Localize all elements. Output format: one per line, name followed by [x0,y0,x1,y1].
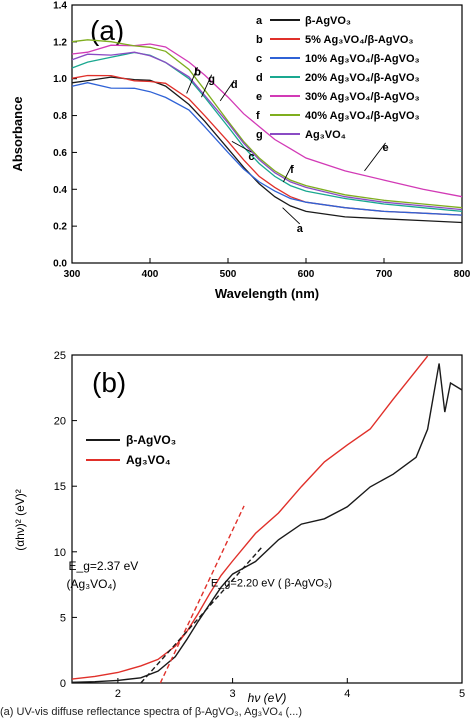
legend-letter-b: b [256,34,263,46]
annotation-arrow-e [364,142,386,172]
y-tick-label-b: 10 [54,547,66,559]
x-tick-label-b: 4 [344,688,350,700]
x-tick-label-a: 300 [64,269,81,280]
x-axis-label-b: hν (eV) [248,691,287,705]
annotation-label-d: d [231,79,238,91]
x-tick-label-b: 5 [459,688,465,700]
x-tick-label-b: 3 [230,688,236,700]
legend-letter-e: e [256,91,262,103]
annotation-label-a: a [297,223,304,235]
figure: (a) 300 400 500 600 700 8000.00.20.40.60.81.0… [10,1,471,706]
legend-letter-g: g [256,129,263,141]
x-tick-label-a: 600 [298,269,315,280]
legend-label-f: 40% Ag₃VO₄/β-AgVO₃ [305,110,420,122]
annotation-arrow-d [219,79,235,102]
y-tick-label-b: 0 [60,678,66,690]
x-tick-label-a: 800 [454,269,471,280]
x-tick-label-a: 400 [142,269,159,280]
legend-label-g: Ag₃VO₄ [305,129,346,141]
b-fits [140,505,262,684]
annotation-label-f: f [290,164,294,176]
legend-label-b: 5% Ag₃VO₄/β-AgVO₃ [305,34,414,46]
x-axis-label-a: Wavelength (nm) [215,286,319,301]
annotation-label-g: g [208,74,215,86]
legend-label-a: β-AgVO₃ [305,15,351,27]
x-tick-label-a: 700 [376,269,393,280]
b-annotations: E_g=2.37 eV (Ag₃VO₄) E_g=2.20 eV ( β-AgVO₃… [67,559,332,591]
legend-letter-f: f [256,110,260,122]
annotation-arrow-b [186,67,198,94]
b-ticks: 2 3 4 5 0 5 10 15 20 25 [54,350,465,700]
series-line-a [71,76,463,224]
b-lines [71,355,463,683]
legend-letter-d: d [256,72,263,84]
legend-label-e: 30% Ag₃VO₄/β-AgVO₃ [305,91,420,103]
series-line-c [71,82,463,216]
annotation-ag3vo4: (Ag₃VO₄) [67,577,117,591]
series-line-beta-agvo3 [71,363,463,683]
y-tick-label-a: 0.2 [53,222,67,233]
legend-label-b-1: Ag₃VO₄ [126,453,171,467]
series-line-g [71,51,463,211]
annotation-label-e: e [382,142,388,154]
y-axis-label-b: (αhν)² (eV)² [13,489,27,551]
legend-label-c: 10% Ag₃VO₄/β-AgVO₃ [305,53,420,65]
y-tick-label-b: 5 [60,612,66,624]
annotation-label-c: c [248,151,254,163]
x-tick-label-b: 2 [115,688,121,700]
legend-letter-a: a [256,15,263,27]
b-legend: β-AgVO₃ Ag₃VO₄ [86,433,176,467]
a-legend: a β-AgVO₃ b 5% Ag₃VO₄/β-AgVO₃ c 10% Ag₃VO₄/β-… [256,15,420,141]
y-tick-label-a: 0.4 [53,185,67,196]
annotation-arrow-f [282,164,293,183]
y-tick-label-a: 0.6 [53,148,67,159]
y-tick-label-a: 1.0 [53,74,67,85]
fit-line-1 [140,547,262,684]
y-tick-label-a: 1.4 [53,1,67,12]
y-tick-label-b: 25 [54,350,66,362]
a-lines [71,39,463,224]
annotation-arrow-c [231,140,252,153]
fit-line-0 [159,505,245,684]
annotation-arrow-a [282,207,301,225]
y-axis-label-a: Absorbance [10,96,25,171]
annotation-arrow-g [201,74,213,98]
y-tick-label-b: 20 [54,416,66,428]
annotation-eg-ag3vo4: E_g=2.37 eV [69,559,139,573]
legend-label-d: 20% Ag₃VO₄/β-AgVO₃ [305,72,420,84]
figure-caption: (a) UV-vis diffuse reflectance spectra o… [0,706,303,718]
y-tick-label-b: 15 [54,481,66,493]
annotation-label-b: b [194,66,201,78]
y-tick-label-a: 0.0 [53,259,67,270]
panel-a: (a) 300 400 500 600 700 8000.00.20.40.60.81.0… [10,1,471,302]
y-tick-label-a: 0.8 [53,111,67,122]
annotation-eg-beta: E_g=2.20 eV ( β-AgVO₃) [211,578,332,590]
series-line-ag3vo4 [71,355,429,680]
a-ticks: 300 400 500 600 700 800 0.0 0.2 0.4 0.6 0.8 1.0 1.2 1… [53,1,471,281]
legend-letter-c: c [256,53,262,65]
panel-label-b: (b) [92,367,126,398]
plot-frame-b [71,354,463,684]
series-line-f [71,39,463,209]
legend-label-b-0: β-AgVO₃ [126,433,176,447]
y-tick-label-a: 1.2 [53,37,67,48]
plot-frame-a [71,4,463,264]
x-tick-label-a: 500 [220,269,237,280]
